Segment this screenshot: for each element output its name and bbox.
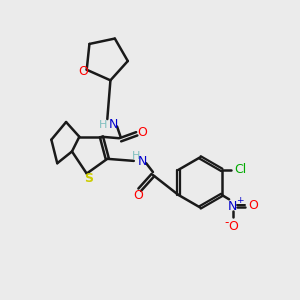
Text: H: H <box>99 120 108 130</box>
Text: Cl: Cl <box>234 164 246 176</box>
Text: O: O <box>228 220 238 233</box>
Text: O: O <box>78 65 88 78</box>
Text: +: + <box>236 196 243 205</box>
Text: H: H <box>132 152 140 161</box>
Text: O: O <box>133 188 143 202</box>
Text: N: N <box>228 200 238 213</box>
Text: O: O <box>137 126 147 139</box>
Text: N: N <box>109 118 118 131</box>
Text: -: - <box>224 216 229 230</box>
Text: S: S <box>84 172 93 185</box>
Text: O: O <box>249 199 259 212</box>
Text: N: N <box>137 155 147 168</box>
